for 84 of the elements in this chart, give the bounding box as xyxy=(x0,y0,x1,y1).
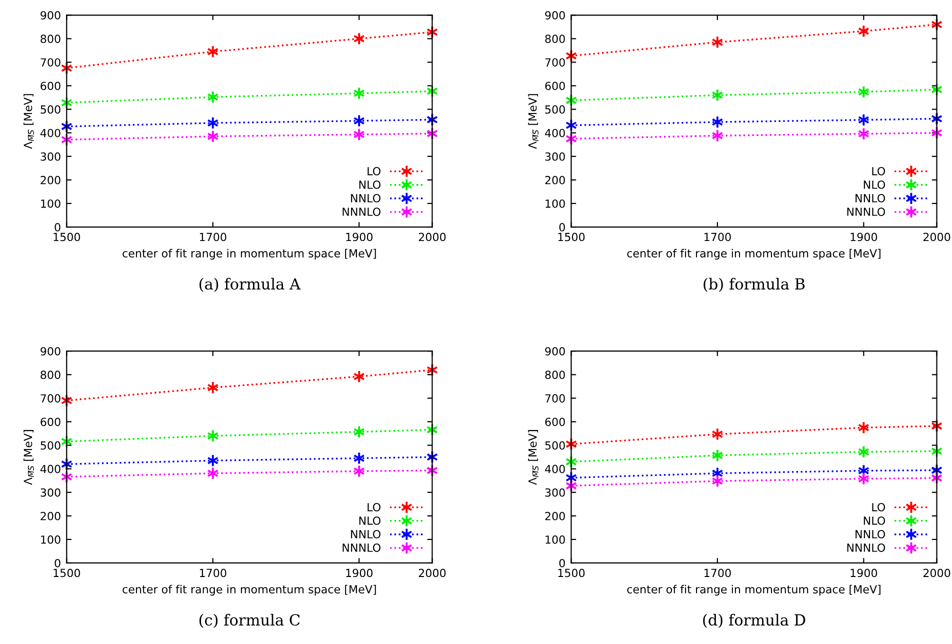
text: (c) formula C xyxy=(199,614,300,628)
y-tick-label: 100 xyxy=(546,535,565,544)
x-tick-label: 2000 xyxy=(418,568,446,578)
legend-label: NLO xyxy=(864,180,886,189)
x-tick-label: 1500 xyxy=(54,568,80,578)
legend-label: LO xyxy=(368,502,380,512)
y-tick-label: 800 xyxy=(40,370,60,380)
legend-label: LO xyxy=(872,502,886,512)
y-tick-label: 200 xyxy=(545,512,565,520)
text: (a) formula A xyxy=(200,278,301,292)
x-tick-label: 1500 xyxy=(54,232,80,242)
y-axis-title: Λ$_{M̅S̅}$ [MeV] xyxy=(24,94,34,149)
y-tick-label: 900 xyxy=(545,347,565,356)
text: (d) formula D xyxy=(703,614,806,628)
y-axis-title: Λ$_{M̅S̅}$ [MeV] xyxy=(24,430,34,485)
y-tick-label: 300 xyxy=(545,488,565,497)
y-tick-label: 0 xyxy=(559,558,565,568)
x-axis-title: center of fit range in momentum space [MeV] xyxy=(627,248,880,260)
y-tick-label: 500 xyxy=(545,105,565,114)
y-tick-label: 700 xyxy=(545,58,565,67)
y-tick-label: 600 xyxy=(40,82,60,90)
x-axis-title: center of fit range in momentum space [MeV] xyxy=(122,584,376,596)
y-tick-label: 900 xyxy=(545,11,565,20)
y-tick-label: 500 xyxy=(40,441,60,450)
legend-label: NNNLO xyxy=(847,208,886,216)
y-tick-label: 700 xyxy=(545,394,565,403)
x-tick-label: 2000 xyxy=(923,568,950,578)
x-tick-label: 1500 xyxy=(558,568,585,578)
y-tick-label: 800 xyxy=(545,370,565,380)
x-tick-label: 1700 xyxy=(704,232,731,242)
x-axis-title: center of fit range in momentum space [MeV] xyxy=(627,584,880,596)
legend-label: LO xyxy=(368,166,380,176)
y-tick-label: 200 xyxy=(40,176,60,184)
legend-label: LO xyxy=(872,166,886,176)
y-tick-label: 300 xyxy=(40,488,60,497)
y-tick-label: 400 xyxy=(544,128,565,138)
x-tick-label: 1700 xyxy=(200,568,226,578)
x-tick-label: 1500 xyxy=(558,232,585,242)
y-tick-label: 600 xyxy=(40,418,60,426)
x-tick-label: 1900 xyxy=(850,232,878,242)
x-tick-label: 1700 xyxy=(200,232,226,242)
y-tick-label: 0 xyxy=(559,222,565,232)
x-tick-label: 1900 xyxy=(346,232,372,242)
legend-label: NNLO xyxy=(856,530,886,538)
y-tick-label: 600 xyxy=(545,82,565,90)
y-tick-label: 900 xyxy=(40,347,60,356)
legend-label: NNLO xyxy=(351,194,380,202)
y-tick-label: 100 xyxy=(41,535,60,544)
y-tick-label: 200 xyxy=(40,512,60,520)
x-tick-label: 2000 xyxy=(923,232,950,242)
y-tick-label: 400 xyxy=(40,464,60,474)
legend-label: NNLO xyxy=(351,530,380,538)
x-tick-label: 1700 xyxy=(704,568,731,578)
y-tick-label: 0 xyxy=(54,558,60,568)
y-tick-label: 500 xyxy=(40,105,60,114)
legend-label: NLO xyxy=(864,516,886,525)
y-tick-label: 500 xyxy=(545,441,565,450)
y-tick-label: 800 xyxy=(40,34,60,44)
legend-label: NNNLO xyxy=(342,544,380,552)
x-axis-title: center of fit range in momentum space [MeV] xyxy=(122,248,376,260)
y-tick-label: 0 xyxy=(54,222,60,232)
y-tick-label: 100 xyxy=(41,199,60,208)
y-axis-title: Λ$_{M̅S̅}$ [MeV] xyxy=(528,94,538,149)
y-tick-label: 900 xyxy=(40,11,60,20)
legend-label: NLO xyxy=(359,180,380,189)
legend-label: NNNLO xyxy=(847,544,886,552)
text: (b) formula B xyxy=(704,278,805,292)
legend-label: NNNLO xyxy=(342,208,380,216)
legend-label: NNLO xyxy=(856,194,886,202)
y-tick-label: 400 xyxy=(40,128,60,138)
y-tick-label: 100 xyxy=(546,199,565,208)
x-tick-label: 1900 xyxy=(850,568,878,578)
x-tick-label: 2000 xyxy=(418,232,446,242)
y-axis-title: Λ$_{M̅S̅}$ [MeV] xyxy=(528,430,538,485)
y-tick-label: 300 xyxy=(545,152,565,161)
y-tick-label: 700 xyxy=(40,58,60,67)
x-tick-label: 1900 xyxy=(346,568,372,578)
y-tick-label: 600 xyxy=(545,418,565,426)
y-tick-label: 800 xyxy=(545,34,565,44)
y-tick-label: 300 xyxy=(40,152,60,161)
legend-label: NLO xyxy=(359,516,380,525)
y-tick-label: 200 xyxy=(545,176,565,184)
y-tick-label: 700 xyxy=(40,394,60,403)
y-tick-label: 400 xyxy=(544,464,565,474)
